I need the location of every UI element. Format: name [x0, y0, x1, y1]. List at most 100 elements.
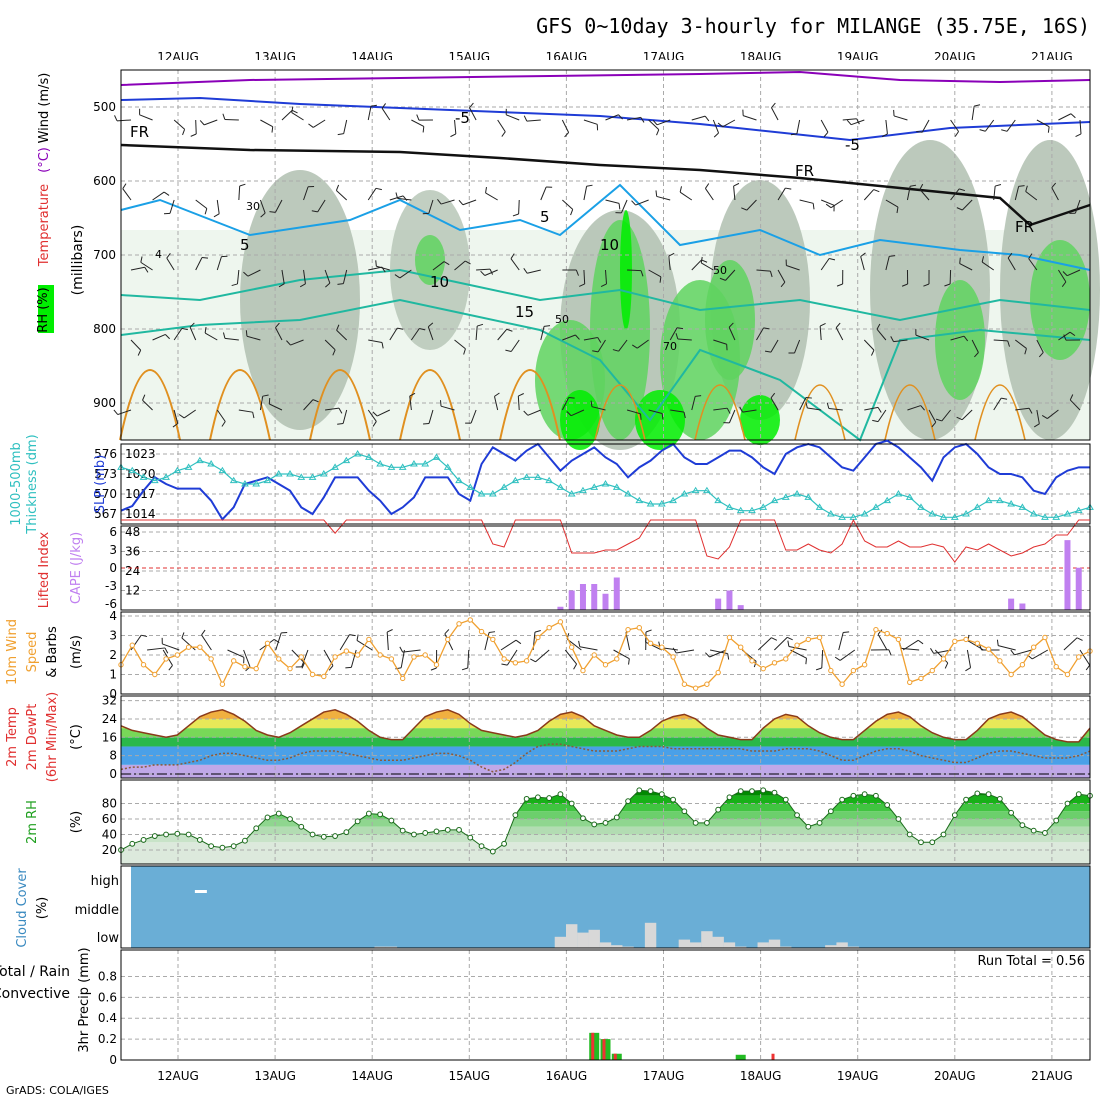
wind-speed-marker [276, 656, 282, 662]
wind-barb-tick [570, 209, 574, 216]
wind-barb [467, 649, 470, 668]
thickness-marker [917, 503, 925, 510]
rh-marker [151, 833, 158, 839]
wind-barb [386, 632, 389, 651]
wind-barb-tick [590, 400, 593, 407]
wind-barb-tick [437, 199, 442, 205]
rh-marker [219, 844, 226, 851]
wind-barb [728, 327, 736, 341]
wind-barb [274, 199, 283, 213]
wind-barb-tick [336, 324, 340, 331]
thickness-marker [793, 490, 801, 497]
wind-tick: 1 [109, 668, 117, 682]
thickness-marker [331, 463, 339, 470]
wind-barb-tick [631, 344, 638, 349]
precip-convective-bar [602, 1039, 606, 1060]
rh-marker [174, 830, 181, 837]
thickness-marker [714, 496, 723, 504]
thickness-marker [1052, 513, 1061, 520]
cape-bar [726, 590, 733, 610]
wind-barb-tick [1028, 253, 1033, 259]
wind-barb [669, 327, 678, 341]
wind-speed-marker [884, 630, 890, 637]
wind10m-axis-label: (m/s) [69, 635, 84, 669]
wind-barb-tick [1001, 397, 1008, 400]
wind-barb-tick [349, 634, 356, 637]
wind-barb-tick [826, 402, 830, 409]
wind-barb [510, 258, 520, 271]
thickness-marker [579, 486, 587, 494]
wind-barb-tick [505, 349, 512, 352]
rh-marker [275, 810, 282, 817]
rh2m-axis-label: 2m RH [25, 800, 40, 844]
wind-barb [1058, 113, 1072, 121]
wind-barb [625, 632, 631, 651]
wind-barb-tick [856, 118, 860, 125]
wind-barb [1014, 186, 1020, 201]
wind-barb-tick [381, 103, 387, 109]
wind-barb-tick [375, 260, 377, 267]
temperature-contour [694, 384, 746, 441]
wind-barb-tick [140, 256, 143, 263]
wind-barb-tick [631, 200, 636, 206]
wind-barb-tick [823, 131, 829, 138]
wind-barb-tick [676, 327, 684, 330]
rh-marker [681, 808, 688, 815]
wind-speed-marker [738, 644, 744, 650]
wind-barb [712, 119, 720, 134]
wind-speed-marker [636, 625, 643, 631]
wind-barb [1014, 649, 1032, 656]
wind-barb-tick [271, 126, 274, 133]
thickness-marker [838, 513, 846, 520]
rh-marker [850, 792, 857, 799]
wind-barb [893, 339, 908, 343]
thickness-marker [173, 466, 182, 474]
wind-barb-tick [489, 268, 494, 275]
panel-frame [120, 949, 1091, 1061]
wind-barb [1031, 649, 1049, 660]
wind-barb [540, 326, 545, 341]
wind-barb [820, 199, 835, 206]
wind-barb [216, 409, 226, 422]
wind-barb-tick [375, 187, 382, 191]
rh-marker [163, 831, 169, 838]
wind10m-axis-label: Speed [25, 632, 40, 673]
wind-barb-tick [956, 207, 963, 211]
wind-barb [389, 195, 404, 201]
wind-barb [201, 634, 212, 651]
rh-area [935, 280, 985, 400]
thickness-marker [195, 456, 204, 464]
wind-barb [636, 339, 649, 349]
cape-bar [1019, 603, 1026, 610]
wind-barb-tick [1062, 271, 1068, 277]
wind-speed-marker [805, 636, 812, 643]
wind-barb [1067, 269, 1081, 277]
wind-barb [670, 409, 685, 413]
wind-barb-tick [974, 104, 981, 107]
wind-barb-tick [764, 350, 772, 353]
bottom-date-label: 16AUG [546, 1069, 588, 1083]
rh-marker [726, 794, 733, 801]
wind-barb [497, 328, 508, 341]
wind-barb-tick [165, 334, 170, 340]
thickness-marker [556, 483, 565, 490]
wind-barb-tick [771, 102, 776, 108]
low-cloud-bar [768, 939, 781, 948]
rh-marker [918, 839, 924, 846]
contour-label: 15 [515, 303, 534, 321]
wind-barb-tick [704, 183, 710, 189]
cape-tick: 36 [125, 545, 140, 559]
wind-speed-marker [388, 656, 395, 662]
wind-barb [921, 119, 930, 133]
wind-barb-tick [544, 325, 551, 327]
wind-barb-tick [239, 183, 246, 187]
wind-barb [497, 119, 506, 132]
wind-barb-tick [931, 421, 937, 428]
rh-area [1030, 240, 1090, 360]
low-cloud-bar [847, 946, 860, 948]
slp-axis-label: SLP (mb) [93, 455, 108, 514]
wind-barb-tick [944, 662, 949, 669]
wind-barb-tick [1024, 348, 1027, 355]
wind-barb [236, 269, 240, 284]
wind-barb-tick [409, 392, 416, 397]
